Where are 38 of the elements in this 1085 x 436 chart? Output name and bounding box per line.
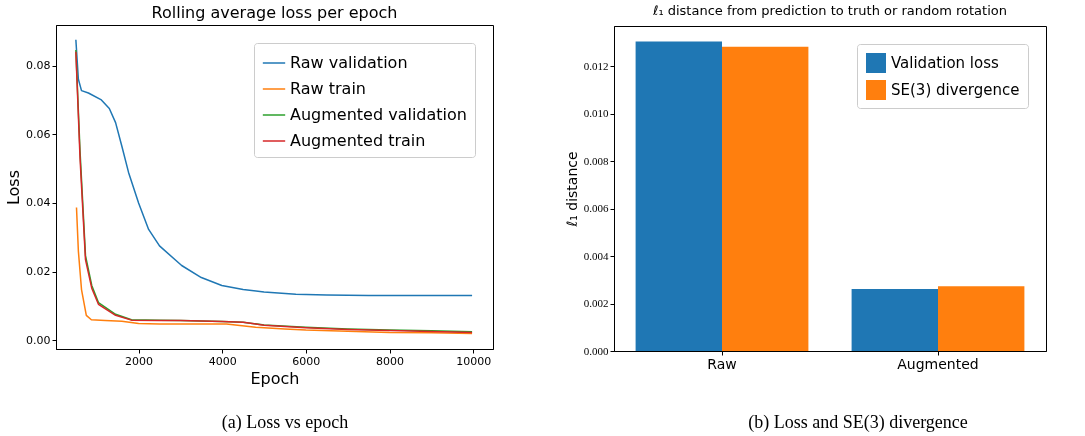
x-tick-label: 10000 xyxy=(456,354,492,368)
y-tick-label: 0.000 xyxy=(583,344,609,357)
x-tick-label: 4000 xyxy=(208,354,237,368)
x-axis-title: Epoch xyxy=(250,368,300,388)
x-tick-label: Raw xyxy=(707,355,737,372)
y-tick-label: 0.04 xyxy=(26,196,51,210)
legend-label: Raw validation xyxy=(290,53,408,72)
x-tick-label: 2000 xyxy=(125,354,154,368)
bar xyxy=(851,289,938,351)
bar xyxy=(938,286,1025,351)
x-tick-label: 6000 xyxy=(292,354,321,368)
x-tick-label: 8000 xyxy=(376,354,404,368)
legend-label: Augmented validation xyxy=(290,105,467,124)
legend-label: Validation loss xyxy=(891,54,999,72)
text: (b) Loss and SE(3) divergence xyxy=(747,412,969,433)
y-tick-label: 0.008 xyxy=(583,154,609,167)
y-tick-label: 0.012 xyxy=(583,59,609,72)
y-tick-label: 0.06 xyxy=(26,127,51,141)
y-tick-label: 0.006 xyxy=(583,202,609,215)
text: (a) Loss vs epoch xyxy=(220,412,350,433)
x-tick-label: Augmented xyxy=(897,355,979,372)
chart-title: ℓ₁ distance from prediction to truth or random rotation xyxy=(652,3,1007,18)
line-series xyxy=(75,39,473,297)
y-tick-label: 0.02 xyxy=(26,265,51,279)
y-tick-label: 0.010 xyxy=(583,107,609,120)
y-tick-label: 0.002 xyxy=(583,297,609,310)
y-axis-title: Loss xyxy=(4,169,24,206)
y-tick-label: 0.004 xyxy=(583,249,609,262)
legend-label: Augmented train xyxy=(290,131,426,150)
bar xyxy=(722,46,809,351)
y-tick-label: 0.08 xyxy=(26,59,51,73)
line-series xyxy=(75,206,473,335)
legend-label: Raw train xyxy=(290,79,366,98)
chart-title: Rolling average loss per epoch xyxy=(151,3,398,22)
bar xyxy=(635,41,722,351)
y-axis-title: ℓ₁ distance xyxy=(563,151,580,228)
legend-label: SE(3) divergence xyxy=(891,81,1020,99)
y-tick-label: 0.00 xyxy=(26,333,51,347)
